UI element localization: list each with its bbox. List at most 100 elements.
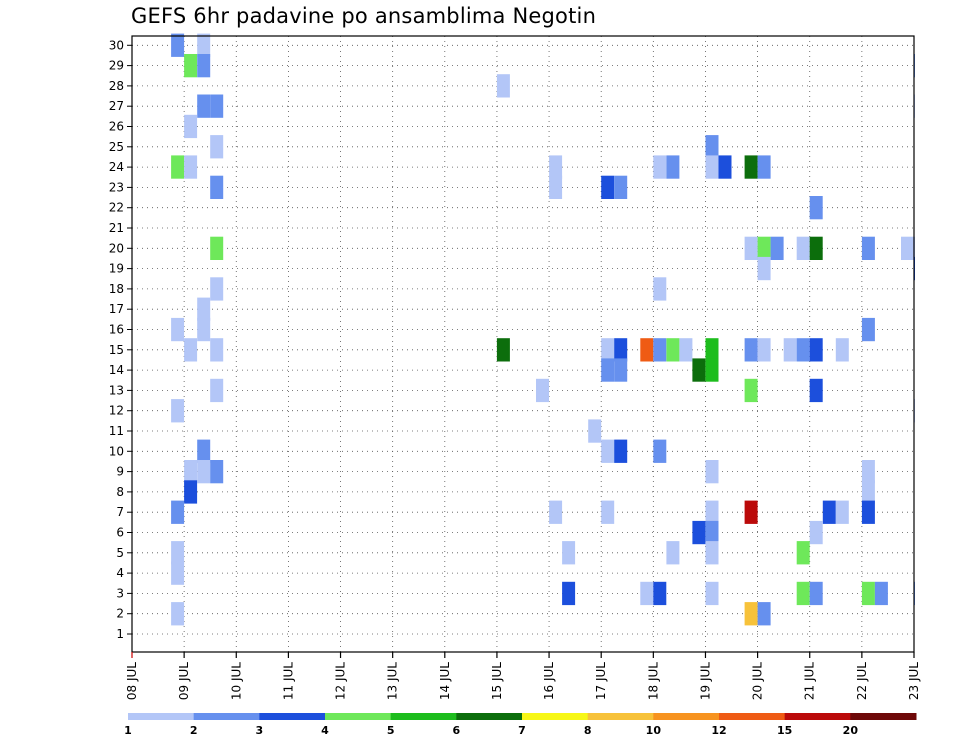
y-tick-label: 15 [109,343,124,357]
data-cell [184,460,198,484]
data-cell [653,338,667,362]
y-tick-label: 11 [109,424,124,438]
plot-frame [131,35,915,653]
data-cell [692,520,706,545]
y-tick-label: 2 [116,607,124,621]
data-cell [601,338,615,362]
data-cell [718,155,732,179]
data-cell [901,236,914,260]
data-cell [614,358,628,382]
data-cell [757,602,771,626]
data-cell [744,602,758,626]
y-tick-label: 30 [109,38,124,52]
data-cell [197,317,211,342]
data-cell [562,581,576,606]
y-axis: 1234567891011121314151617181920212223242… [109,38,132,641]
data-cell [549,155,563,179]
data-cell [549,175,563,199]
data-cell [171,33,185,57]
data-cell [653,439,667,463]
colorbar-label: 10 [646,724,662,737]
data-cell [705,358,719,382]
x-tick-label: 19 JUL [698,662,712,700]
y-tick-label: 19 [109,262,124,276]
colorbar-swatch [325,713,392,720]
x-tick-label: 09 JUL [177,662,191,700]
data-cell [171,541,185,565]
data-cell [705,460,719,484]
data-cell [705,155,719,179]
y-tick-label: 13 [109,383,124,397]
colorbar-label: 6 [453,724,461,737]
data-cell [171,155,185,179]
colorbar-swatch [193,713,260,720]
data-cell [809,338,823,362]
y-tick-label: 18 [109,282,124,296]
data-cell [757,155,771,179]
data-cell [705,135,719,159]
y-tick-label: 25 [109,140,124,154]
colorbar-label: 12 [711,724,726,737]
data-cell [705,338,719,362]
data-cell [744,500,758,524]
y-tick-label: 22 [109,201,124,215]
y-tick-label: 8 [116,485,124,499]
colorbar-swatch [456,713,523,720]
y-tick-label: 26 [109,120,124,134]
x-tick-label: 13 JUL [386,662,400,700]
x-tick-label: 22 JUL [855,662,869,700]
data-cell [536,378,549,403]
x-tick-label: 10 JUL [229,662,243,700]
data-cell [210,94,224,118]
x-tick-label: 11 JUL [281,662,295,700]
y-tick-label: 17 [109,302,124,316]
colorbar-swatch [850,713,917,720]
data-cell [210,460,224,484]
data-cell [562,541,576,565]
y-tick-label: 27 [109,99,124,113]
data-cell [809,520,823,545]
colorbar-label: 5 [387,724,395,737]
y-tick-label: 23 [109,180,124,194]
data-cell [744,155,758,179]
data-cell [744,338,758,362]
data-cell [184,54,198,78]
data-cell [184,114,198,139]
data-cell [666,338,680,362]
x-tick-label: 12 JUL [334,662,348,700]
data-cell [197,297,211,321]
x-tick-label: 20 JUL [751,662,765,700]
data-cell [614,175,628,199]
data-cell [171,399,185,423]
data-cell [796,581,810,606]
y-tick-label: 29 [109,59,124,73]
data-cell [210,338,224,362]
colorbar-swatch [522,713,589,720]
data-cell [705,520,719,545]
data-cell [184,480,198,504]
data-cell [861,480,875,504]
data-cell [171,602,185,626]
colorbar-label: 7 [518,724,526,737]
data-cell [783,338,797,362]
data-cell [757,236,771,260]
data-cell [809,196,823,220]
y-tick-label: 9 [116,465,124,479]
data-cell [210,135,224,159]
y-tick-label: 5 [116,546,124,560]
data-cell [757,338,771,362]
data-cell [692,358,706,382]
data-cells [171,33,915,626]
x-tick-label: 23 JUL [907,662,921,700]
data-cell [640,581,654,606]
data-cell [874,581,888,606]
data-cell [210,277,224,301]
data-cell [705,541,719,565]
data-cell [809,236,823,260]
data-cell [601,358,615,382]
colorbar-label: 2 [190,724,198,737]
colorbar-label: 20 [843,724,859,737]
colorbar-swatch [390,713,457,720]
x-axis: 08 JUL 09 JUL 10 JUL 11 JUL 12 JUL 13 JUL 14 J… [125,652,921,700]
